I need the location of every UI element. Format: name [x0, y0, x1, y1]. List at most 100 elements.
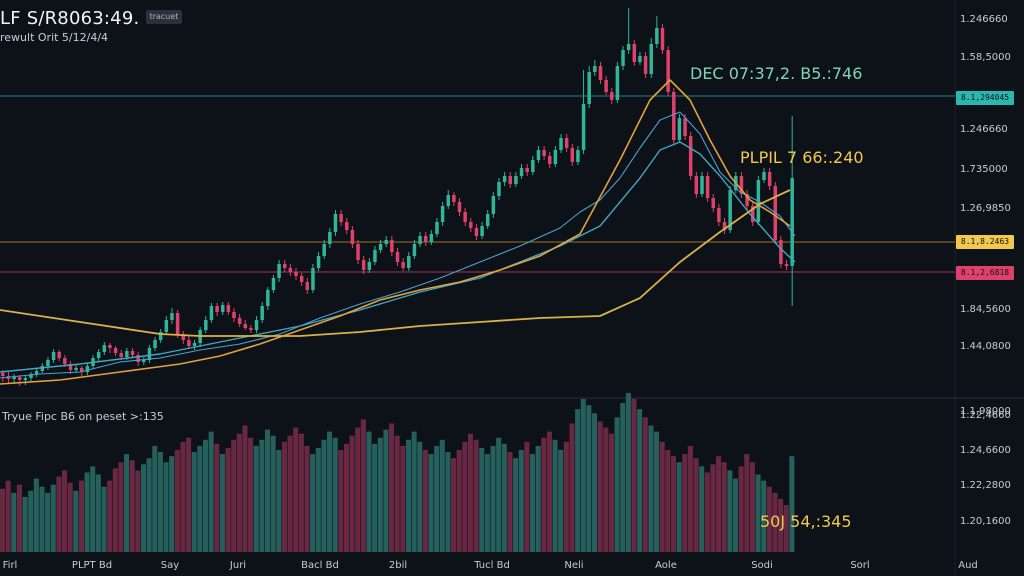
candle-body	[452, 195, 456, 202]
volume-bar	[484, 454, 490, 552]
volume-axis-label: 1.22,4660	[960, 410, 1011, 421]
volume-bar	[710, 464, 716, 552]
volume-bar	[749, 462, 755, 552]
candle-body	[12, 377, 16, 379]
volume-bar	[16, 484, 22, 552]
candle-body	[40, 366, 45, 371]
candle-body	[553, 150, 558, 164]
volume-bar	[789, 456, 795, 552]
volume-bar	[372, 443, 378, 552]
candle-body	[559, 138, 563, 150]
candle-body	[525, 168, 529, 172]
volume-bar	[39, 486, 45, 552]
candle-body	[728, 190, 732, 230]
candle-body	[17, 377, 22, 380]
volume-bar	[693, 458, 699, 552]
candle-body	[249, 328, 253, 330]
candle-body	[401, 262, 405, 268]
volume-bar	[445, 452, 451, 552]
volume-bar	[22, 496, 28, 552]
candle-body	[85, 366, 90, 372]
candle-body	[722, 222, 727, 230]
volume-bar	[219, 454, 225, 552]
volume-bar	[682, 454, 688, 552]
candle-body	[610, 92, 614, 100]
candle-body	[514, 176, 518, 184]
x-tick-label: Juri	[229, 560, 246, 571]
volume-bar	[67, 482, 73, 552]
volume-bar	[33, 478, 39, 552]
volume-axis-label: 1.22,2800	[960, 480, 1011, 491]
candle-body	[34, 371, 39, 374]
price-axis-label: 1.246660	[960, 124, 1008, 135]
volume-label: Tryue Fipc B6 on peset >:135	[2, 410, 164, 423]
volume-bar	[648, 425, 654, 552]
volume-bar	[546, 431, 552, 552]
ma-line-blue	[0, 111, 796, 379]
candle-body	[542, 150, 546, 156]
candle-body	[220, 305, 225, 312]
volume-bar	[732, 478, 739, 552]
candle-body	[170, 313, 174, 320]
candle-body	[23, 378, 28, 380]
candle-body	[581, 104, 586, 150]
volume-bar	[355, 427, 361, 552]
volume-bar	[107, 480, 113, 552]
volume-bar	[507, 452, 513, 552]
volume-bar	[563, 441, 569, 552]
price-axis-label: 1.44,0800	[960, 341, 1011, 352]
candle-body	[181, 334, 185, 340]
price-axis-label: 1.246660	[960, 14, 1008, 25]
candle-body	[294, 272, 298, 276]
candle-body	[57, 352, 61, 358]
volume-bar	[620, 403, 626, 552]
volume-bar	[603, 427, 609, 552]
candle-body	[316, 256, 321, 268]
candle-body	[175, 313, 180, 334]
mode-badge[interactable]: tracuet	[146, 10, 182, 24]
candle-body	[282, 264, 287, 268]
candle-body	[125, 351, 129, 357]
volume-bar	[738, 466, 744, 552]
annotation-mid: PLPIL 7 66:.240	[740, 148, 864, 167]
volume-bar	[473, 439, 479, 552]
candle-body	[474, 228, 479, 236]
volume-bar	[343, 443, 349, 552]
candle-body	[762, 172, 766, 180]
candle-body	[694, 176, 699, 194]
volume-bar	[659, 441, 665, 552]
volume-bar	[479, 447, 485, 552]
candle-body	[502, 176, 507, 182]
candle-body	[711, 198, 715, 208]
volume-axis-label: 1.20,1600	[960, 516, 1011, 527]
candle-body	[187, 340, 191, 346]
candle-body	[29, 374, 33, 378]
candle-body	[266, 290, 270, 306]
volume-bar	[716, 456, 722, 552]
candle-body	[209, 306, 214, 320]
candle-body	[784, 264, 789, 266]
candle-body	[463, 212, 467, 222]
volume-bar	[400, 445, 406, 552]
volume-bar	[422, 450, 428, 552]
candle-body	[119, 353, 123, 357]
candle-body	[519, 168, 524, 176]
volume-bar	[191, 452, 197, 552]
volume-bar	[186, 437, 192, 552]
candle-body	[666, 50, 670, 92]
candle-body	[384, 240, 388, 244]
volume-bar	[625, 392, 631, 552]
ma-line-gold	[0, 189, 791, 337]
volume-bar	[434, 445, 440, 552]
volume-bar	[28, 490, 34, 552]
candle-body	[130, 351, 135, 355]
x-tick-label: Tucl Bd	[473, 560, 510, 571]
candle-body	[68, 364, 73, 370]
candle-body	[423, 236, 428, 242]
volume-bar	[327, 431, 333, 552]
volume-bar	[687, 445, 693, 552]
volume-bar	[676, 462, 682, 552]
volume-bar	[253, 445, 259, 552]
candle-body	[373, 250, 377, 262]
x-tick-label: Bacl Bd	[301, 560, 339, 571]
